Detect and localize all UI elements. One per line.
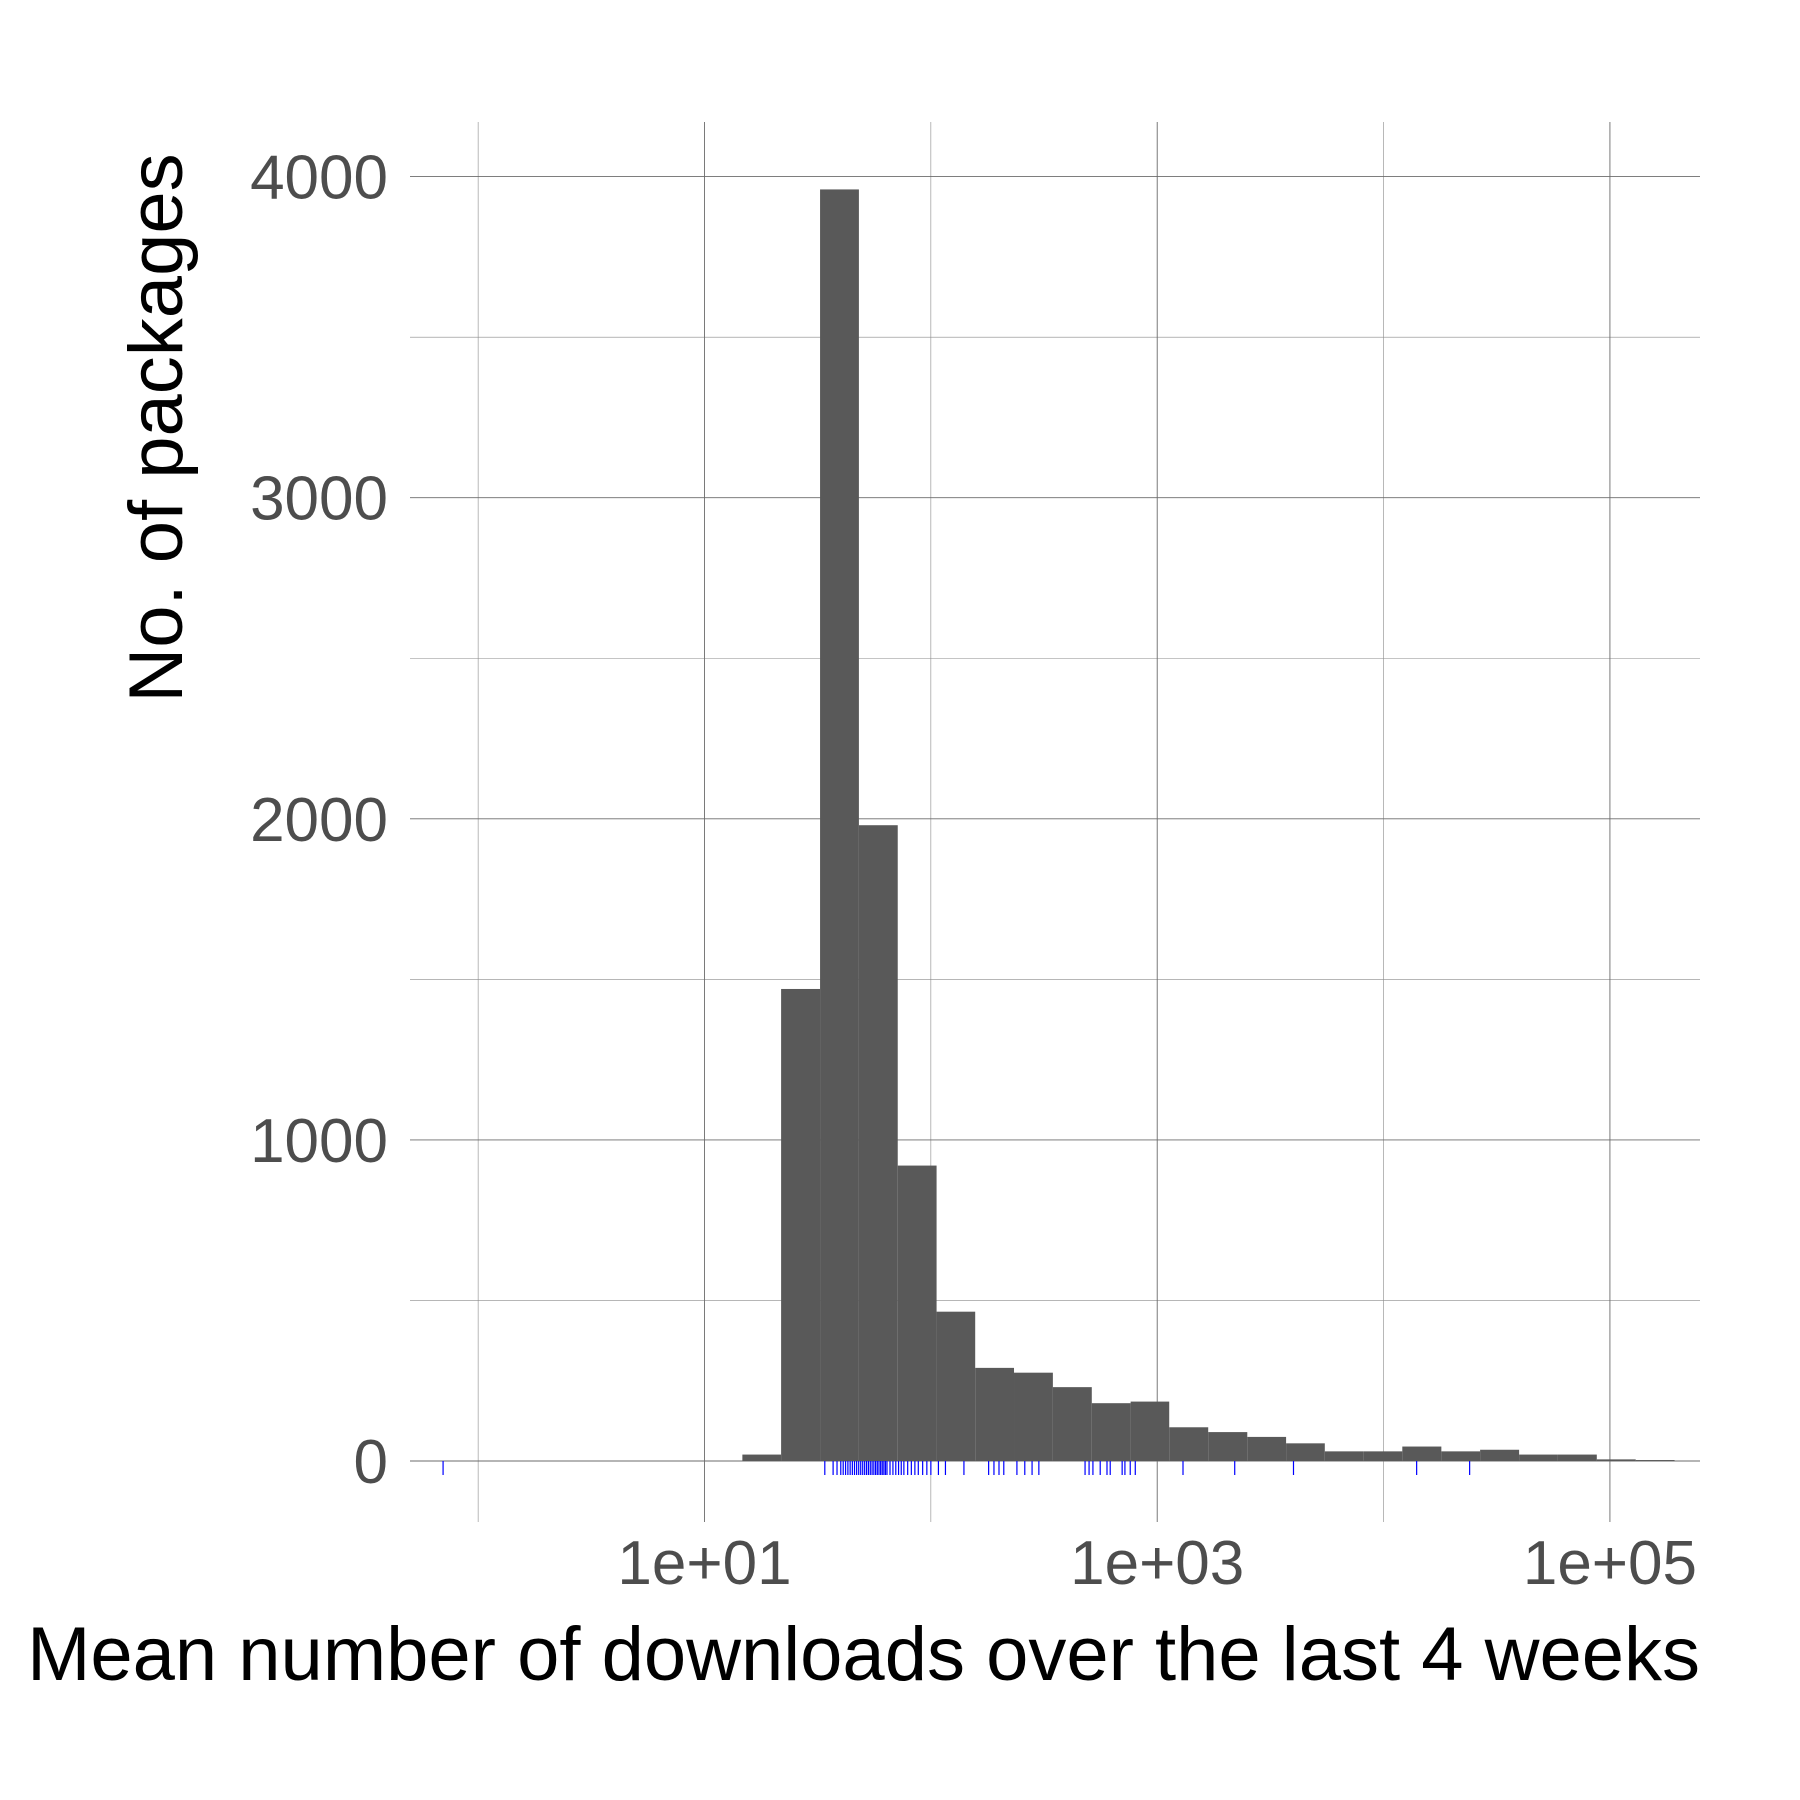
grid-lines xyxy=(410,122,1700,1522)
histogram-bar xyxy=(1208,1432,1248,1461)
histogram-bar xyxy=(1014,1372,1053,1461)
x-axis-label: Mean number of downloads over the last 4… xyxy=(27,1612,1700,1697)
y-tick-label: 2000 xyxy=(250,786,388,855)
histogram-bar xyxy=(936,1311,976,1461)
histogram-bar xyxy=(1480,1449,1520,1461)
histogram-bar xyxy=(975,1367,1015,1461)
histogram-bar xyxy=(781,988,821,1461)
y-tick-label: 0 xyxy=(354,1428,388,1497)
histogram-bar xyxy=(1402,1446,1442,1461)
histogram-bar xyxy=(1091,1403,1131,1461)
y-tick-label: 1000 xyxy=(250,1107,388,1176)
histogram-bar xyxy=(1247,1436,1287,1461)
x-tick-label: 1e+03 xyxy=(1070,1529,1244,1598)
histogram-bar xyxy=(1169,1427,1209,1461)
histogram-bars xyxy=(742,189,1675,1461)
histogram-bar xyxy=(858,825,898,1461)
histogram-bar xyxy=(1324,1451,1364,1461)
histogram-bar xyxy=(1557,1454,1597,1461)
histogram-bar xyxy=(1286,1443,1325,1461)
histogram-bar xyxy=(1363,1451,1403,1461)
histogram-bar xyxy=(1519,1454,1558,1461)
histogram-bar xyxy=(1441,1451,1481,1461)
histogram-bar xyxy=(1596,1459,1636,1461)
histogram-bar xyxy=(742,1454,782,1461)
histogram-bar xyxy=(1635,1460,1675,1461)
histogram-bar xyxy=(820,189,859,1461)
histogram-bar xyxy=(1052,1387,1092,1461)
x-tick-labels: 1e+01 1e+03 1e+05 xyxy=(617,1529,1697,1598)
y-tick-label: 4000 xyxy=(250,144,388,213)
histogram-bar xyxy=(1130,1401,1170,1461)
y-tick-labels: 0 1000 2000 3000 4000 xyxy=(250,144,388,1497)
y-axis-label: No. of packages xyxy=(114,153,199,702)
histogram-bar xyxy=(897,1165,937,1461)
x-tick-label: 1e+05 xyxy=(1523,1529,1697,1598)
rug-marks xyxy=(442,1460,1471,1475)
y-tick-label: 3000 xyxy=(250,465,388,534)
x-tick-label: 1e+01 xyxy=(617,1529,791,1598)
